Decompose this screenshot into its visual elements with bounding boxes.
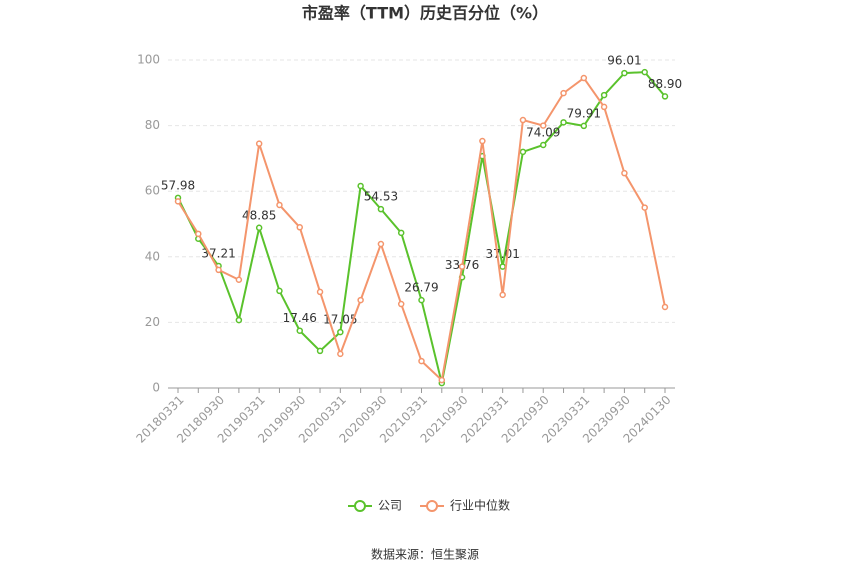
point [458,263,466,270]
point [621,69,628,77]
point [418,357,425,365]
point [316,288,324,296]
point [377,240,385,248]
y-tick-label: 60 [145,184,160,198]
point [661,303,669,311]
point [621,169,628,177]
point [235,276,243,284]
point [316,347,324,355]
y-tick-label: 20 [145,315,160,329]
point [255,140,263,147]
point [337,328,344,336]
point [580,74,588,82]
y-tick-label: 100 [137,53,160,67]
point [337,350,344,358]
data-label: 57.98 [161,178,195,192]
y-tick-label: 40 [145,249,160,263]
point [276,287,283,295]
legend-marker [354,500,366,512]
point [276,201,283,209]
point [540,122,547,129]
point [174,198,182,205]
point [641,204,648,211]
point [357,296,364,304]
point [641,68,648,76]
point [357,182,364,190]
legend-marker [426,500,439,512]
data-label: 37.01 [485,247,519,261]
data-label: 26.79 [404,281,438,295]
point [499,263,506,270]
series-line [177,76,666,383]
data-label: 88.90 [648,77,682,91]
point [438,376,446,384]
y-tick-label: 0 [152,381,160,395]
data-label: 96.01 [607,54,641,68]
point [540,141,547,149]
data-label: 37.21 [201,246,235,260]
data-label: 79.91 [567,106,601,120]
source: 数据来源：恒生聚源 [371,547,479,562]
point [397,229,405,237]
point [377,205,385,213]
data-label: 48.85 [242,208,276,222]
point [519,116,527,124]
point [215,266,222,274]
point [560,119,567,126]
point [397,300,405,308]
point [479,137,486,145]
y-tick-label: 80 [145,118,160,132]
data-label: 54.53 [364,190,398,204]
chart-title: 市盈率（TTM）历史百分位（%） [302,4,548,23]
data-label: 17.05 [323,313,357,327]
point [499,291,506,299]
point [519,148,527,156]
point [418,296,425,304]
data-label: 17.46 [283,311,317,325]
point [580,122,588,130]
legend-label: 行业中位数 [450,498,510,513]
point [255,224,263,232]
data-label: 74.09 [526,125,560,139]
point [600,91,608,99]
point [560,89,567,97]
point [661,93,669,100]
point [195,230,202,238]
point [296,327,303,334]
point [296,224,303,231]
legend-label: 公司 [378,499,402,513]
point [235,316,243,324]
point [600,103,608,111]
